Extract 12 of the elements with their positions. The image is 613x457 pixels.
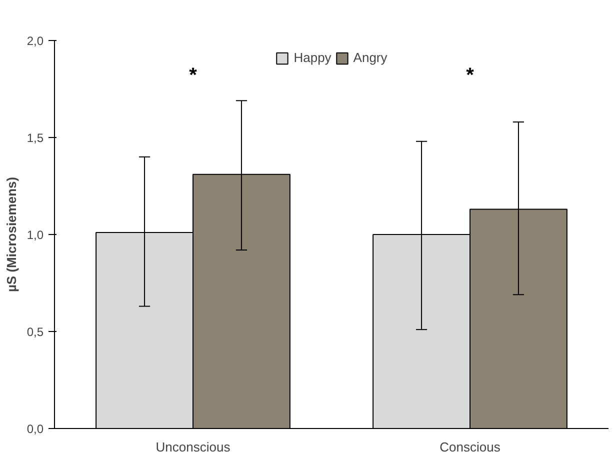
annotation: * <box>189 64 198 86</box>
y-tick-label: 1,5 <box>26 131 44 145</box>
y-tick-label: 0,5 <box>26 325 44 339</box>
y-tick-label: 1,0 <box>26 228 44 242</box>
x-tick-label: Unconscious <box>156 440 231 454</box>
annotation: * <box>466 64 474 86</box>
y-tick-label: 0,0 <box>26 422 44 436</box>
x-tick-label: Conscious <box>440 440 501 454</box>
legend-label: Happy <box>294 50 332 65</box>
y-axis-title: µS (Microsiemens) <box>4 176 19 292</box>
y-tick-label: 2,0 <box>26 34 44 48</box>
legend-label: Angry <box>353 50 388 65</box>
